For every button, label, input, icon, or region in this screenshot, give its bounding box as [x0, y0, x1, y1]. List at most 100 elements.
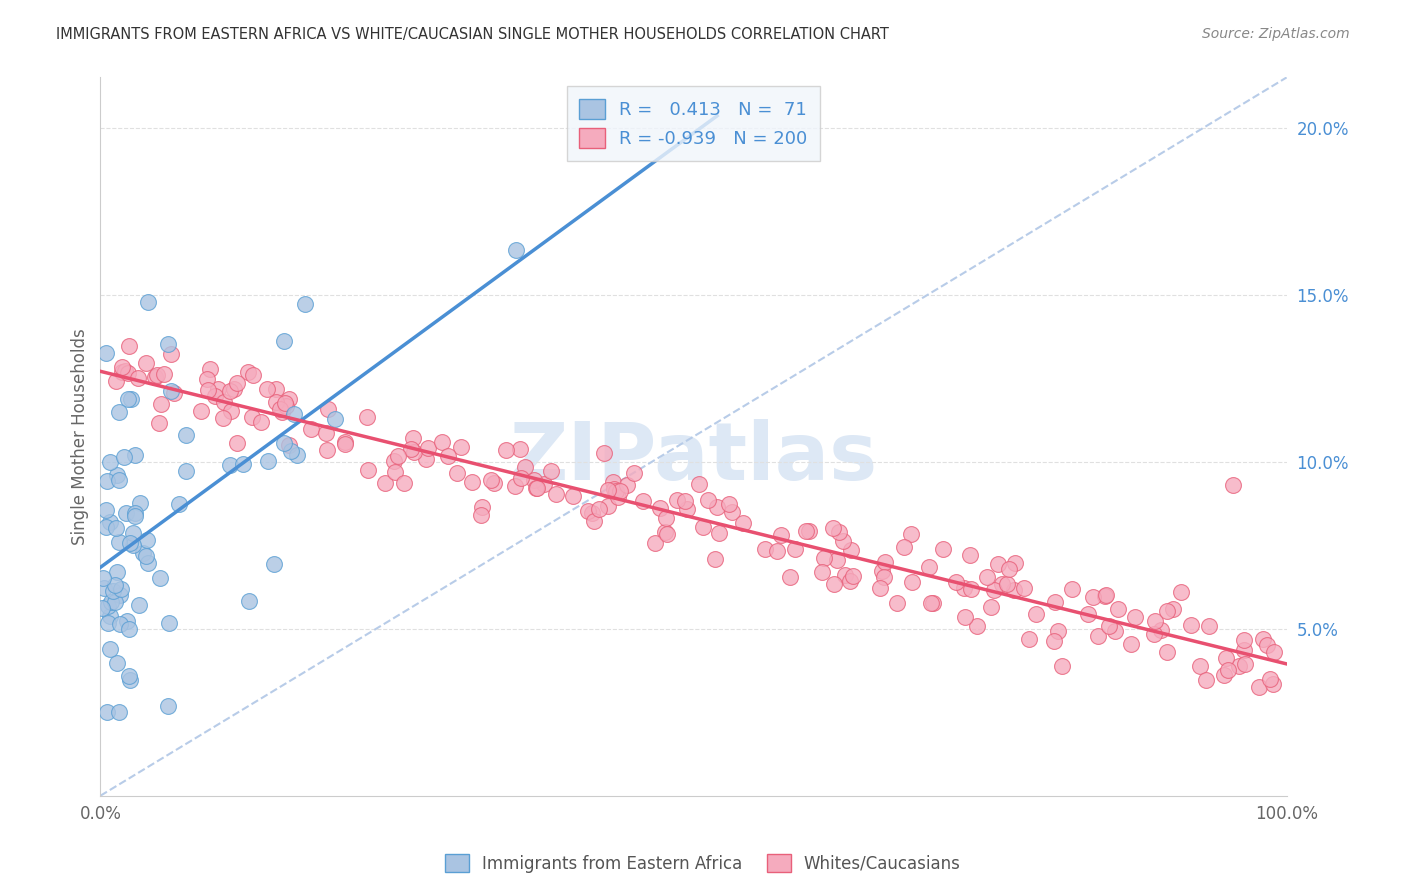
- Point: [1156, 644, 1178, 658]
- Point: [596, 483, 619, 497]
- Point: [124, 509, 146, 524]
- Point: [357, 462, 380, 476]
- Point: [823, 577, 845, 591]
- Point: [285, 448, 308, 462]
- Point: [509, 470, 531, 484]
- Point: [124, 448, 146, 462]
- Point: [105, 657, 128, 671]
- Point: [998, 561, 1021, 575]
- Point: [607, 490, 630, 504]
- Point: [114, 364, 136, 378]
- Point: [704, 552, 727, 566]
- Point: [1247, 680, 1270, 694]
- Point: [198, 362, 221, 376]
- Point: [135, 533, 157, 547]
- Point: [870, 564, 893, 578]
- Point: [401, 431, 423, 445]
- Point: [991, 577, 1014, 591]
- Point: [794, 524, 817, 538]
- Point: [838, 574, 860, 588]
- Point: [156, 336, 179, 351]
- Point: [110, 582, 132, 596]
- Point: [174, 464, 197, 478]
- Point: [135, 549, 157, 563]
- Point: [1002, 582, 1025, 597]
- Point: [997, 577, 1019, 591]
- Point: [437, 449, 460, 463]
- Point: [218, 384, 240, 398]
- Point: [97, 599, 120, 613]
- Legend: R =   0.413   N =  71, R = -0.939   N = 200: R = 0.413 N = 71, R = -0.939 N = 200: [567, 87, 820, 161]
- Point: [1170, 585, 1192, 599]
- Point: [1194, 673, 1216, 688]
- Point: [266, 395, 288, 409]
- Point: [127, 370, 149, 384]
- Point: [1012, 581, 1035, 595]
- Point: [842, 569, 865, 583]
- Point: [238, 594, 260, 608]
- Point: [583, 514, 606, 528]
- Point: [96, 503, 118, 517]
- Point: [1156, 604, 1178, 618]
- Point: [104, 595, 127, 609]
- Text: IMMIGRANTS FROM EASTERN AFRICA VS WHITE/CAUCASIAN SINGLE MOTHER HOUSEHOLDS CORRE: IMMIGRANTS FROM EASTERN AFRICA VS WHITE/…: [56, 27, 889, 42]
- Point: [96, 346, 118, 360]
- Point: [118, 622, 141, 636]
- Point: [98, 515, 121, 529]
- Point: [1198, 619, 1220, 633]
- Point: [117, 392, 139, 406]
- Point: [160, 347, 183, 361]
- Point: [821, 520, 844, 534]
- Point: [1163, 602, 1185, 616]
- Point: [132, 546, 155, 560]
- Point: [959, 548, 981, 562]
- Point: [673, 493, 696, 508]
- Point: [1216, 664, 1239, 678]
- Text: Source: ZipAtlas.com: Source: ZipAtlas.com: [1202, 27, 1350, 41]
- Point: [1227, 659, 1250, 673]
- Point: [1212, 668, 1234, 682]
- Point: [211, 411, 233, 425]
- Point: [461, 475, 484, 490]
- Point: [960, 582, 983, 596]
- Point: [250, 415, 273, 429]
- Point: [1094, 588, 1116, 602]
- Point: [839, 543, 862, 558]
- Point: [980, 599, 1002, 614]
- Point: [1143, 627, 1166, 641]
- Point: [174, 427, 197, 442]
- Point: [263, 557, 285, 571]
- Point: [416, 441, 439, 455]
- Point: [98, 455, 121, 469]
- Point: [692, 520, 714, 534]
- Point: [799, 524, 821, 539]
- Point: [129, 496, 152, 510]
- Point: [731, 516, 754, 530]
- Point: [111, 360, 134, 375]
- Point: [540, 464, 562, 478]
- Point: [190, 404, 212, 418]
- Point: [921, 596, 943, 610]
- Point: [143, 370, 166, 384]
- Point: [1119, 637, 1142, 651]
- Point: [195, 372, 218, 386]
- Point: [1189, 659, 1212, 673]
- Point: [283, 407, 305, 421]
- Point: [811, 565, 834, 579]
- Point: [828, 524, 851, 539]
- Point: [148, 416, 170, 430]
- Point: [875, 555, 897, 569]
- Point: [146, 368, 169, 382]
- Point: [524, 481, 547, 495]
- Point: [273, 435, 295, 450]
- Point: [392, 475, 415, 490]
- Point: [112, 450, 135, 464]
- Point: [900, 575, 922, 590]
- Point: [576, 504, 599, 518]
- Point: [623, 466, 645, 480]
- Point: [602, 475, 624, 490]
- Point: [219, 404, 242, 418]
- Point: [118, 536, 141, 550]
- Point: [257, 454, 280, 468]
- Point: [382, 454, 405, 468]
